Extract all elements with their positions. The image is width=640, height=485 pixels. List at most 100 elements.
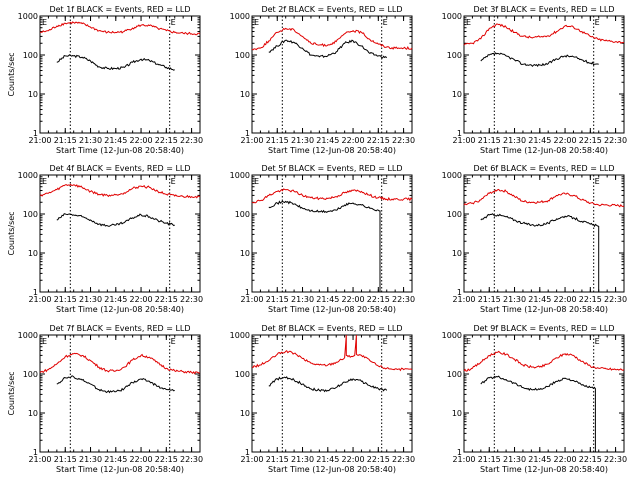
x-tick-label: 21:00	[240, 455, 263, 464]
x-tick-label: 22:30	[392, 295, 415, 304]
x-tick-label: 21:30	[503, 136, 526, 145]
x-tick-label: 22:30	[180, 455, 203, 464]
x-tick-label: 21:00	[240, 136, 263, 145]
x-axis-label: Start Time (12-Jun-08 20:58:40)	[480, 305, 608, 314]
x-axis-label: Start Time (12-Jun-08 20:58:40)	[268, 146, 396, 155]
x-axis-label: Start Time (12-Jun-08 20:58:40)	[268, 305, 396, 314]
x-axis-label: Start Time (12-Jun-08 20:58:40)	[268, 465, 396, 474]
y-tick-label: 10	[28, 249, 38, 258]
x-tick-label: 21:00	[452, 136, 475, 145]
corner-label: E	[466, 177, 471, 186]
x-tick-label: 22:15	[367, 136, 390, 145]
x-axis-label: Start Time (12-Jun-08 20:58:40)	[56, 146, 184, 155]
chart-panel: Det 5f BLACK = Events, RED = LLD 1 10 100 10…	[230, 164, 415, 314]
events-series-line	[480, 375, 596, 452]
events-series-line	[268, 376, 388, 393]
corner-label: E	[595, 18, 600, 27]
chart-panel: Det 7f BLACK = Events, RED = LLD 1 10 100 10…	[7, 324, 203, 474]
y-tick-label: 100	[235, 210, 250, 219]
corner-label: E	[466, 337, 471, 346]
plot-frame	[39, 174, 201, 293]
chart-panel: Det 4f BLACK = Events, RED = LLD 1 10 100 10…	[7, 164, 203, 314]
x-tick-label: 21:45	[104, 295, 127, 304]
corner-label: E	[383, 18, 388, 27]
x-tick-label: 21:30	[291, 455, 314, 464]
corner-label: E	[383, 337, 388, 346]
chart-title: Det 7f BLACK = Events, RED = LLD	[49, 324, 190, 333]
x-tick-label: 21:15	[478, 455, 501, 464]
y-tick-label: 1000	[442, 171, 462, 180]
lld-series-line	[39, 183, 201, 199]
chart-panel: Det 6f BLACK = Events, RED = LLD 1 10 100 10…	[442, 164, 627, 314]
y-tick-label: 100	[447, 370, 462, 379]
lld-series-line	[251, 27, 413, 51]
chart-title: Det 4f BLACK = Events, RED = LLD	[49, 164, 190, 173]
x-tick-label: 21:15	[478, 136, 501, 145]
y-tick-label: 100	[23, 370, 38, 379]
chart-title: Det 6f BLACK = Events, RED = LLD	[473, 164, 614, 173]
x-tick-label: 21:15	[54, 136, 77, 145]
x-tick-label: 21:00	[452, 295, 475, 304]
y-tick-label: 100	[235, 51, 250, 60]
x-tick-label: 21:45	[316, 295, 339, 304]
y-tick-label: 10	[452, 409, 462, 418]
y-tick-label: 1	[33, 288, 38, 297]
y-tick-label: 1000	[230, 171, 250, 180]
plot-frame	[463, 15, 625, 134]
corner-label: E	[171, 337, 176, 346]
events-series-line	[56, 213, 175, 227]
x-tick-label: 22:00	[130, 455, 153, 464]
x-tick-label: 22:15	[367, 295, 390, 304]
x-tick-label: 21:30	[503, 455, 526, 464]
x-tick-label: 21:45	[104, 136, 127, 145]
lld-series-line	[251, 334, 413, 372]
y-tick-label: 1000	[18, 171, 38, 180]
x-tick-label: 22:00	[554, 455, 577, 464]
plot-frame	[251, 15, 413, 134]
x-tick-label: 22:15	[155, 455, 178, 464]
chart-title: Det 9f BLACK = Events, RED = LLD	[473, 324, 614, 333]
x-axis-label: Start Time (12-Jun-08 20:58:40)	[480, 146, 608, 155]
chart-panel: Det 9f BLACK = Events, RED = LLD 1 10 100 10…	[442, 324, 627, 474]
x-tick-label: 22:30	[392, 455, 415, 464]
x-tick-label: 22:15	[579, 295, 602, 304]
x-tick-label: 22:00	[342, 455, 365, 464]
x-tick-label: 22:00	[130, 136, 153, 145]
x-tick-label: 22:15	[367, 455, 390, 464]
y-tick-label: 1	[457, 288, 462, 297]
y-tick-label: 10	[28, 409, 38, 418]
corner-label: E	[595, 177, 600, 186]
corner-label: E	[254, 177, 259, 186]
x-tick-label: 21:30	[291, 295, 314, 304]
x-tick-label: 21:15	[54, 295, 77, 304]
x-tick-label: 22:00	[554, 136, 577, 145]
x-tick-label: 21:30	[79, 136, 102, 145]
y-tick-label: 1000	[442, 12, 462, 21]
x-tick-label: 22:00	[342, 295, 365, 304]
corner-label: E	[171, 18, 176, 27]
chart-panel: Det 8f BLACK = Events, RED = LLD 1 10 100 10…	[230, 324, 415, 474]
y-tick-label: 100	[23, 210, 38, 219]
y-axis-label: Counts/sec	[7, 52, 16, 96]
chart-title: Det 1f BLACK = Events, RED = LLD	[49, 5, 190, 14]
lld-series-line	[463, 188, 625, 208]
x-tick-label: 21:00	[28, 136, 51, 145]
y-tick-label: 1000	[230, 12, 250, 21]
chart-title: Det 5f BLACK = Events, RED = LLD	[261, 164, 402, 173]
events-series-line	[268, 200, 381, 292]
x-tick-label: 21:00	[28, 455, 51, 464]
lld-series-line	[463, 23, 625, 46]
y-tick-label: 100	[447, 210, 462, 219]
x-tick-label: 21:30	[79, 295, 102, 304]
x-axis-label: Start Time (12-Jun-08 20:58:40)	[56, 305, 184, 314]
y-tick-label: 100	[23, 51, 38, 60]
corner-label: E	[595, 337, 600, 346]
y-tick-label: 1	[457, 448, 462, 457]
y-axis-label: Counts/sec	[7, 211, 16, 255]
y-tick-label: 1000	[18, 331, 38, 340]
events-series-line	[268, 39, 388, 59]
x-tick-label: 21:30	[291, 136, 314, 145]
x-tick-label: 22:30	[604, 136, 627, 145]
